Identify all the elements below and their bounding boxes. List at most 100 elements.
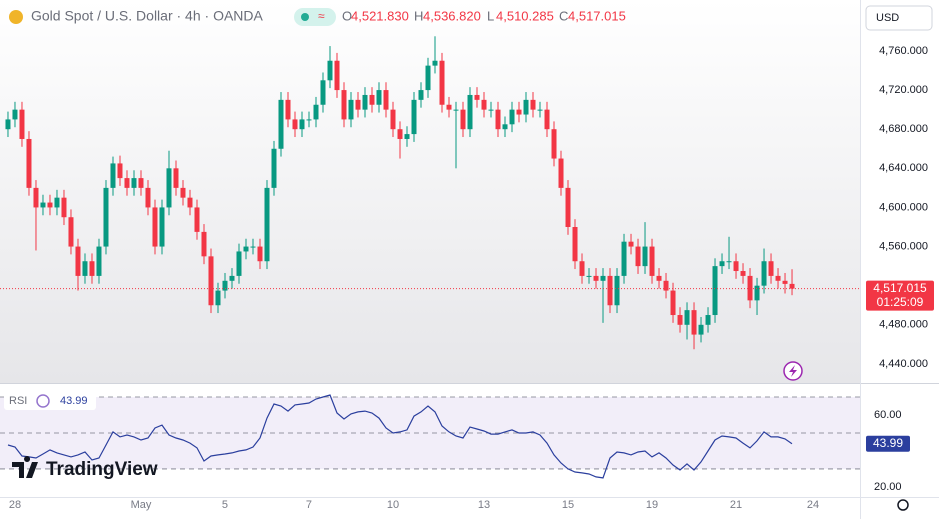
- candle-body: [432, 60, 438, 66]
- rsi-tick-label: 60.00: [874, 409, 902, 421]
- candle-body: [607, 275, 613, 306]
- candle-body: [565, 187, 571, 228]
- candle-body: [166, 168, 172, 208]
- candle-body: [733, 261, 739, 272]
- candle-body: [425, 65, 431, 91]
- candle-body: [537, 109, 543, 111]
- candle-body: [726, 261, 732, 263]
- candle-body: [208, 256, 214, 306]
- candle-body: [495, 109, 501, 130]
- candle-body: [215, 290, 221, 306]
- x-tick-label: May: [131, 499, 152, 511]
- candle-body: [600, 275, 606, 281]
- candle-body: [124, 178, 130, 188]
- rsi-value: 43.99: [60, 395, 88, 407]
- x-tick-label: 21: [730, 499, 742, 511]
- rsi-icon[interactable]: [36, 394, 50, 408]
- candle-body: [187, 197, 193, 208]
- candle-body: [68, 217, 74, 247]
- candle-body: [110, 163, 116, 188]
- candle-body: [558, 158, 564, 188]
- candle-body: [117, 163, 123, 179]
- y-tick-label: 4,600.000: [879, 201, 928, 213]
- x-tick-label: 13: [478, 499, 490, 511]
- ohlc-value: 4,517.015: [568, 8, 626, 23]
- candle-body: [285, 99, 291, 120]
- candle-body: [201, 231, 207, 257]
- candle-body: [467, 94, 473, 130]
- y-tick-label: 4,720.000: [879, 84, 928, 96]
- status-pill[interactable]: [294, 8, 336, 26]
- candle-body: [103, 187, 109, 247]
- y-tick-label: 4,440.000: [879, 358, 928, 370]
- candle-body: [586, 275, 592, 277]
- rsi-name: RSI: [9, 395, 27, 407]
- candle-body: [369, 94, 375, 105]
- candle-body: [488, 109, 494, 111]
- candle-body: [677, 315, 683, 325]
- candle-body: [579, 261, 585, 276]
- candle-body: [26, 138, 32, 188]
- rsi-legend: [4, 392, 96, 410]
- candle-body: [719, 261, 725, 267]
- candle-body: [47, 202, 53, 208]
- candle-body: [474, 94, 480, 100]
- candle-body: [663, 280, 669, 291]
- candle-body: [82, 261, 88, 276]
- candle-body: [54, 197, 60, 208]
- x-tick-label: 5: [222, 499, 228, 511]
- candle-body: [229, 275, 235, 281]
- candle-body: [670, 290, 676, 316]
- candle-body: [5, 119, 11, 130]
- ohlc-letter: H: [414, 8, 423, 23]
- candle-body: [19, 109, 25, 139]
- candle-body: [712, 266, 718, 316]
- rsi-pane: [0, 384, 860, 497]
- candle-body: [320, 80, 326, 105]
- candle-body: [453, 109, 459, 111]
- rsi-value-label: 43.99: [873, 436, 903, 450]
- x-tick-label: 28: [9, 499, 21, 511]
- candle-body: [243, 246, 249, 252]
- candle-body: [145, 187, 151, 208]
- candle-body: [313, 104, 319, 120]
- candle-body: [271, 148, 277, 188]
- candle-body: [691, 310, 697, 335]
- candle-body: [754, 285, 760, 301]
- candle-body: [509, 109, 515, 125]
- candle-body: [530, 99, 536, 110]
- candle-body: [404, 134, 410, 139]
- ohlc-value: 4,536.820: [423, 8, 481, 23]
- price-pane: [0, 0, 860, 383]
- candle-body: [635, 246, 641, 267]
- currency-button[interactable]: [865, 5, 933, 31]
- candle-body: [446, 104, 452, 110]
- watermark-logo: [12, 456, 38, 478]
- candle-body: [642, 246, 648, 267]
- candle-body: [278, 99, 284, 149]
- candle-body: [628, 241, 634, 247]
- candle-body: [96, 246, 102, 276]
- y-tick-label: 4,760.000: [879, 45, 928, 57]
- candle-body: [705, 315, 711, 325]
- candle-body: [614, 275, 620, 306]
- lightning-icon: [789, 365, 797, 377]
- candle-body: [355, 99, 361, 110]
- candle-body: [418, 90, 424, 100]
- candle-body: [159, 207, 165, 247]
- symbol-title: Gold Spot / U.S. Dollar · 4h · OANDA: [31, 8, 264, 24]
- candle-body: [292, 119, 298, 130]
- candle-body: [411, 99, 417, 135]
- candle-body: [740, 271, 746, 276]
- ohlc-letter: O: [342, 8, 352, 23]
- settings-button[interactable]: [897, 499, 909, 511]
- candle-body: [684, 310, 690, 325]
- candle-body: [250, 246, 256, 248]
- candle-body: [775, 275, 781, 281]
- candle-body: [194, 207, 200, 232]
- y-tick-label: 4,560.000: [879, 240, 928, 252]
- candle-body: [348, 99, 354, 120]
- candle-body: [33, 187, 39, 208]
- x-tick-label: 19: [646, 499, 658, 511]
